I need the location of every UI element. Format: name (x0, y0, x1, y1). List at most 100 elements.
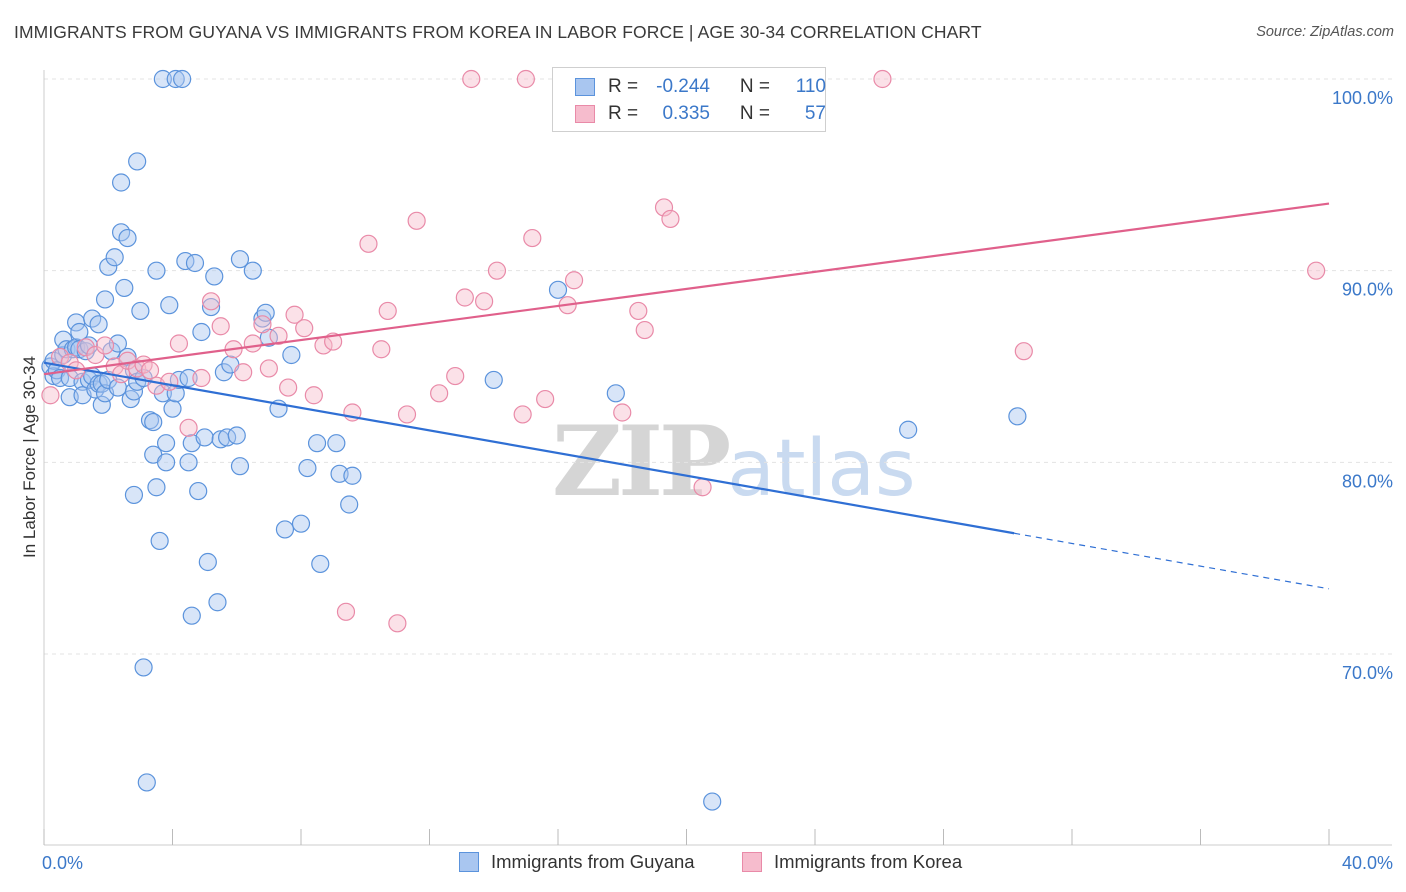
trend-lines (43, 202, 1330, 590)
korea-point (523, 228, 542, 248)
bottom-swatch-korea (742, 852, 762, 872)
guyana-point (243, 261, 262, 280)
korea-point (269, 326, 288, 345)
guyana-point (227, 426, 246, 445)
guyana-point (606, 384, 625, 403)
guyana-point (548, 280, 568, 299)
korea-point (295, 319, 314, 338)
watermark: ZIPatlas (552, 405, 916, 518)
x-tick-label: 0.0% (42, 853, 83, 873)
bottom-swatch-guyana (459, 852, 479, 872)
korea-point (487, 261, 507, 280)
guyana-point (208, 593, 227, 612)
guyana-point (147, 478, 166, 497)
korea-point (160, 372, 179, 391)
guyana-points (41, 69, 1027, 811)
korea-point (388, 614, 407, 633)
legend-r-label: R = (608, 76, 639, 97)
korea-point (372, 340, 391, 359)
korea-point (654, 198, 674, 217)
axes (43, 70, 1392, 846)
bottom-legend-korea: Immigrants from Korea (742, 851, 962, 873)
guyana-point (298, 458, 317, 478)
korea-point (234, 363, 253, 382)
korea-point (259, 359, 278, 378)
guyana-point (140, 411, 160, 430)
korea-point (41, 386, 60, 405)
guyana-point (307, 434, 327, 453)
legend-r-value: -0.244 (656, 76, 710, 97)
korea-point (279, 378, 298, 397)
guyana-point (156, 434, 176, 453)
guyana-point (128, 152, 147, 171)
korea-point (179, 418, 198, 437)
legend-swatch-korea (575, 105, 595, 123)
legend-n-value: 57 (804, 103, 826, 124)
guyana-point (92, 395, 111, 414)
guyana-point (230, 457, 250, 476)
legend-row-guyana: R = -0.244 N = 110 (575, 74, 826, 100)
korea-point (693, 478, 712, 497)
guyana-point (150, 531, 169, 551)
guyana-point (124, 382, 144, 401)
guyana-point (89, 315, 108, 334)
guyana-trend-line (43, 361, 1015, 535)
guyana-point (95, 290, 115, 309)
korea-point (211, 317, 230, 336)
guyana-point (703, 792, 722, 811)
guyana-point (275, 520, 295, 539)
guyana-point (173, 69, 192, 89)
y-tick-label: 90.0% (1342, 280, 1393, 300)
korea-point (253, 315, 272, 334)
korea-point (407, 211, 426, 230)
guyana-point (131, 301, 150, 321)
korea-point (243, 334, 262, 353)
guyana-point (99, 257, 118, 276)
korea-point (336, 602, 356, 621)
guyana-point (230, 250, 250, 269)
legend-r-value: 0.335 (662, 103, 710, 124)
guyana-point (111, 173, 131, 192)
guyana-point (118, 228, 137, 248)
stats-legend: R = -0.244 N = 110 R = 0.335 N = 57 (552, 67, 826, 132)
guyana-point (160, 296, 179, 315)
guyana-point (50, 368, 70, 388)
korea-point (462, 69, 481, 89)
guyana-point (327, 434, 346, 453)
legend-swatch-guyana (575, 78, 595, 96)
y-tick-label: 70.0% (1342, 663, 1393, 683)
y-tick-label: 100.0% (1332, 88, 1393, 108)
guyana-point (201, 297, 221, 317)
guyana-point (192, 322, 211, 342)
legend-n-label: N = (739, 103, 770, 124)
source-credit: Source: ZipAtlas.com (1256, 24, 1394, 40)
korea-point (513, 405, 532, 424)
korea-point (635, 320, 654, 340)
korea-point (455, 288, 474, 307)
guyana-point (195, 428, 214, 447)
y-axis-label: In Labor Force | Age 30-34 (20, 356, 39, 558)
guyana-point (1008, 407, 1027, 426)
korea-point (873, 69, 892, 89)
korea-point (304, 386, 323, 405)
guyana-trend-extension (1014, 532, 1330, 590)
watermark-zip: ZIP (552, 405, 731, 518)
korea-point (359, 234, 378, 253)
korea-point (140, 361, 160, 380)
guyana-point (153, 69, 172, 89)
legend-row-korea: R = 0.335 N = 57 (575, 101, 826, 127)
guyana-point (147, 261, 166, 280)
y-tick-label: 80.0% (1342, 471, 1393, 491)
guyana-point (311, 554, 330, 574)
guyana-point (484, 370, 503, 390)
korea-point (430, 384, 449, 403)
korea-point (613, 403, 632, 422)
korea-point (516, 69, 535, 89)
guyana-point (166, 69, 185, 89)
korea-point (192, 368, 211, 388)
guyana-point (70, 340, 89, 359)
korea-point (629, 301, 648, 321)
korea-point (169, 334, 189, 353)
guyana-point (205, 267, 224, 286)
korea-point (201, 292, 221, 311)
